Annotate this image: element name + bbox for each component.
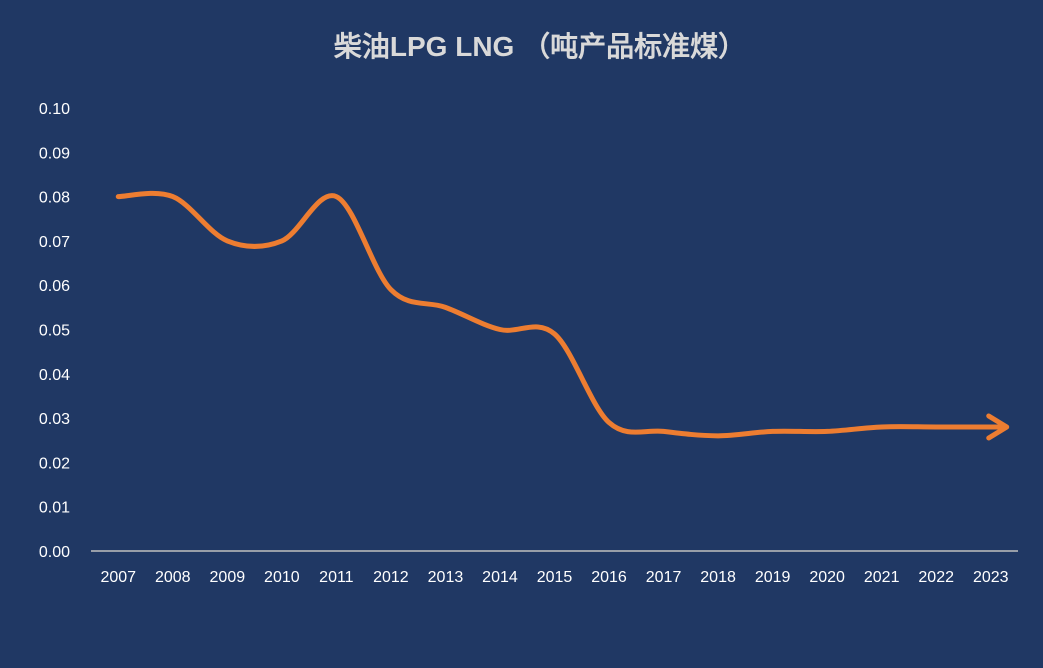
y-tick-label: 0.10 [39,101,70,118]
y-tick-label: 0.02 [39,455,70,472]
y-tick-label: 0.08 [39,190,70,207]
y-tick-label: 0.00 [39,544,70,561]
x-axis-ticks: 2007 2008 2009 2010 2011 2012 2013 2014 2015 2016… [100,569,1008,586]
x-tick-label: 2007 [100,569,136,586]
x-tick-label: 2019 [755,569,791,586]
series-line [115,190,994,439]
x-tick-label: 2013 [428,569,464,586]
x-tick-label: 2016 [591,569,627,586]
x-tick-label: 2018 [700,569,736,586]
x-tick-label: 2008 [155,569,191,586]
x-tick-label: 2021 [864,569,900,586]
x-tick-label: 2017 [646,569,682,586]
y-tick-label: 0.05 [39,323,70,340]
x-tick-label: 2022 [918,569,954,586]
x-tick-label: 2015 [537,569,573,586]
x-tick-label: 2009 [210,569,246,586]
x-tick-label: 2020 [809,569,845,586]
y-tick-label: 0.01 [39,500,70,517]
y-tick-label: 0.04 [39,367,70,384]
y-tick-label: 0.07 [39,234,70,251]
y-axis-ticks: 0.00 0.01 0.02 0.03 0.04 0.05 0.06 0.07 0.08 0.09… [39,101,70,561]
series-layer [115,190,1010,441]
chart-title: 柴油LPG LNG （吨产品标准煤） [334,30,746,62]
x-tick-label: 2011 [319,569,354,586]
y-tick-label: 0.03 [39,411,70,428]
x-tick-label: 2014 [482,569,518,586]
x-tick-label: 2012 [373,569,409,586]
x-tick-label: 2010 [264,569,300,586]
y-tick-label: 0.06 [39,278,70,295]
x-tick-label: 2023 [973,569,1009,586]
y-tick-label: 0.09 [39,145,70,162]
